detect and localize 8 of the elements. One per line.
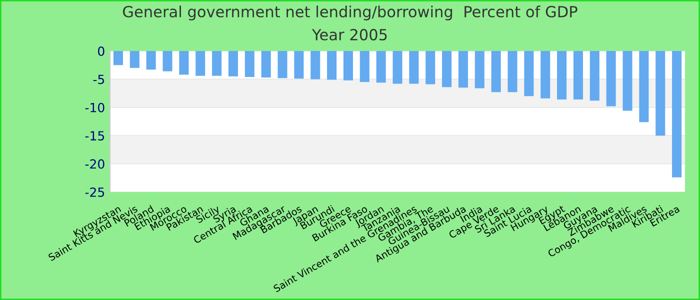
y-tick-label: -25 bbox=[85, 187, 104, 197]
y-tick-label: 0 bbox=[98, 46, 104, 56]
y-tick-label: -5 bbox=[93, 74, 104, 84]
chart-title: General government net lending/borrowing Percent of GDP bbox=[123, 6, 578, 20]
chart-subtitle: Year 2005 bbox=[312, 28, 387, 40]
y-tick-label: -15 bbox=[85, 131, 104, 141]
y-tick-label: -20 bbox=[85, 159, 104, 169]
y-tick-label: -10 bbox=[85, 102, 104, 112]
